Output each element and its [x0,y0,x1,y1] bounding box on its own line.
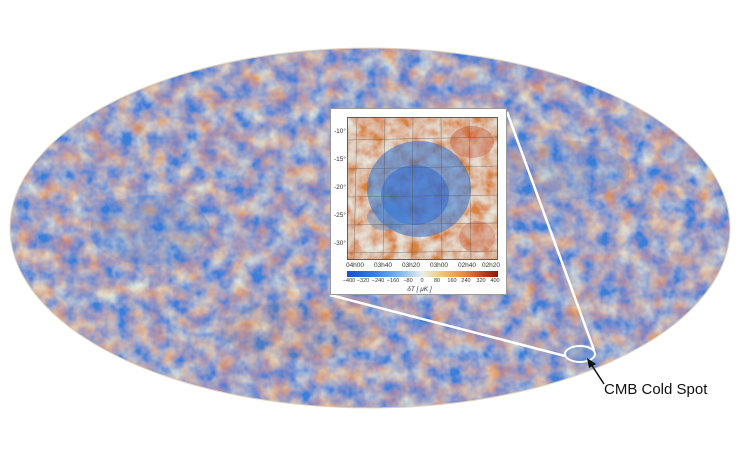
dec-tick: -15° [334,156,346,163]
cold-spot-circle [564,345,596,363]
dec-tick: -25° [334,212,346,219]
ra-tick: 03h20 [401,262,421,269]
ra-tick: 04h00 [345,262,365,269]
sky-ellipse-outline [9,47,731,409]
cold-spot-region [565,346,595,362]
cold-spot-inset: -10° -15° -20° -25° -30° 04h00 03h40 03h… [330,108,507,295]
callout-arrow-line [590,363,605,385]
dec-tick: -10° [334,128,346,135]
colorbar-tick: −320 [356,278,370,284]
colorbar-tick: −160 [386,278,400,284]
colorbar-tick: −80 [403,278,413,284]
ra-tick: 02h40 [457,262,477,269]
cold-spot-label: CMB Cold Spot [604,381,708,398]
colorbar-tick: −400 [342,278,356,284]
ra-tick: 03h40 [373,262,393,269]
ra-tick: 02h20 [481,262,501,269]
colorbar-tick: 240 [461,278,471,284]
colorbar-tick: 160 [447,278,457,284]
temperature-colorbar [347,271,498,277]
colorbar-tick: 80 [433,278,441,284]
zoom-line-lower [329,293,566,358]
dec-tick: -20° [334,184,346,191]
colorbar-tick: 320 [476,278,486,284]
colorbar-unit-label: δT [ μK ] [407,286,432,293]
zoom-line-upper [505,111,596,351]
colorbar-tick: 400 [490,278,500,284]
colorbar-tick: −240 [371,278,385,284]
callout-arrow-head [587,358,596,368]
ra-tick: 03h00 [429,262,449,269]
inset-temperature-map [347,117,498,260]
dec-tick: -30° [334,240,346,247]
inset-grid [347,117,498,260]
colorbar-tick: 0 [420,278,424,284]
